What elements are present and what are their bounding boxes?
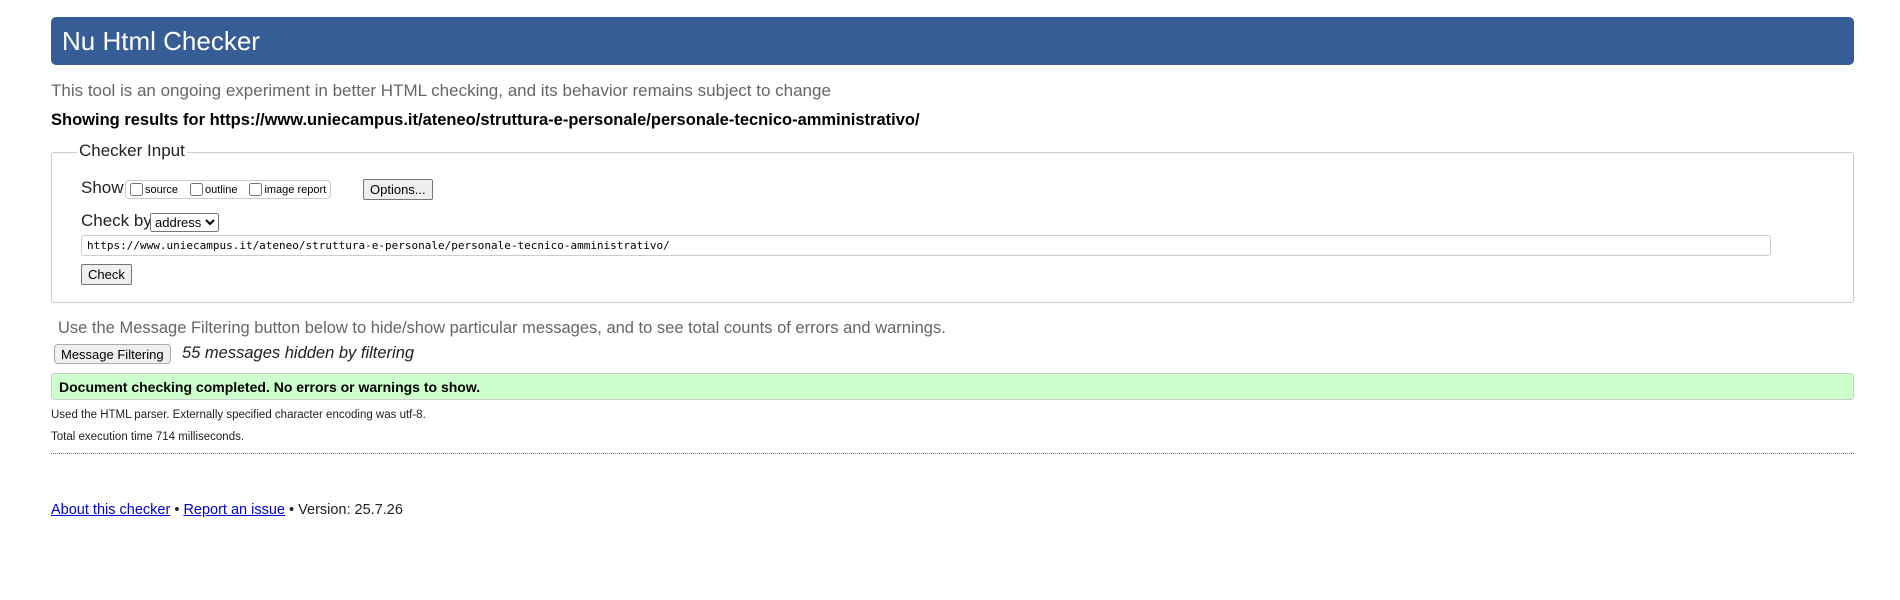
success-message: Document checking completed. No errors o… [51, 373, 1854, 400]
check-by-select[interactable]: address [150, 213, 219, 232]
source-label: source [145, 183, 179, 196]
report-issue-link[interactable]: Report an issue [183, 502, 285, 518]
image-report-label: image report [264, 183, 327, 196]
footer-separator: • [174, 502, 180, 518]
about-link[interactable]: About this checker [51, 502, 171, 518]
outline-label: outline [205, 183, 238, 196]
parser-info: Used the HTML parser. Externally specifi… [51, 409, 426, 421]
image-report-checkbox[interactable] [249, 183, 263, 196]
show-image-report-option[interactable]: image report [249, 183, 326, 196]
filtering-note: Use the Message Filtering button below t… [58, 319, 946, 337]
checker-input-legend: Checker Input [77, 141, 187, 161]
show-source-option[interactable]: source [130, 183, 178, 196]
check-by-label: Check by [81, 211, 152, 230]
execution-time: Total execution time 714 milliseconds. [51, 431, 245, 443]
version-text: • Version: 25.7.26 [289, 502, 403, 518]
url-input[interactable] [81, 235, 1771, 256]
source-checkbox[interactable] [130, 183, 143, 196]
footer: About this checker • Report an issue • V… [51, 502, 403, 518]
page-title: Nu Html Checker [62, 26, 260, 56]
message-filtering-button[interactable]: Message Filtering [54, 344, 171, 364]
outline-checkbox[interactable] [190, 183, 204, 196]
show-outline-option[interactable]: outline [190, 183, 237, 196]
page-header: Nu Html Checker [51, 17, 1854, 65]
checker-input-fieldset [51, 152, 1854, 303]
check-button[interactable]: Check [81, 264, 132, 285]
intro-text: This tool is an ongoing experiment in be… [51, 81, 831, 100]
divider [51, 453, 1854, 454]
show-options-group: source outline image report [125, 180, 332, 199]
hidden-messages-count: 55 messages hidden by filtering [182, 344, 415, 362]
options-button[interactable]: Options... [363, 179, 433, 200]
show-label: Show [81, 178, 124, 197]
showing-results: Showing results for https://www.uniecamp… [51, 111, 920, 129]
